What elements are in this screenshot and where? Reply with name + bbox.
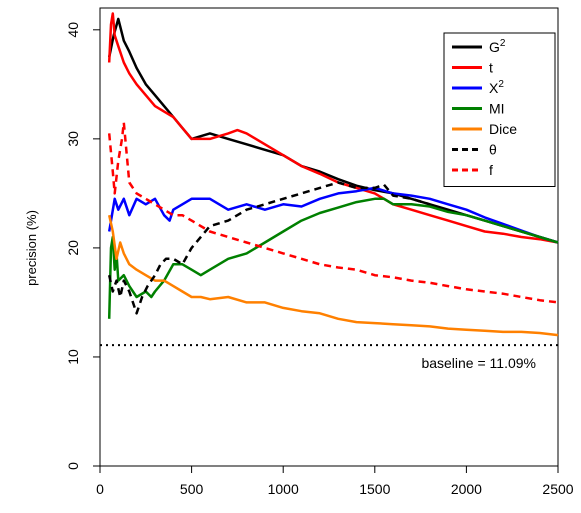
x-tick-label: 2500 [542, 481, 573, 497]
legend-label: MI [489, 101, 505, 117]
y-tick-label: 30 [65, 131, 81, 147]
y-tick-label: 0 [65, 462, 81, 470]
y-axis-label: precision (%) [24, 210, 39, 286]
series-line [107, 197, 559, 319]
x-tick-label: 0 [96, 481, 104, 497]
baseline-label: baseline = 11.09% [421, 355, 536, 371]
legend-label: θ [489, 142, 497, 158]
x-tick-label: 1000 [268, 481, 299, 497]
plot-frame [99, 7, 559, 467]
y-tick-label: 40 [65, 22, 81, 38]
y-tick-label: 20 [65, 240, 81, 256]
legend-label: t [489, 60, 493, 76]
x-tick-label: 500 [180, 481, 204, 497]
series-line [107, 121, 559, 304]
x-tick-label: 1500 [359, 481, 390, 497]
y-tick-label: 10 [65, 349, 81, 365]
legend-label: f [489, 162, 493, 178]
series-line [107, 186, 559, 244]
series-line [107, 214, 559, 337]
series-line [107, 12, 559, 244]
legend-label: Dice [489, 121, 517, 137]
series-line [107, 181, 431, 315]
x-tick-label: 2000 [451, 481, 482, 497]
